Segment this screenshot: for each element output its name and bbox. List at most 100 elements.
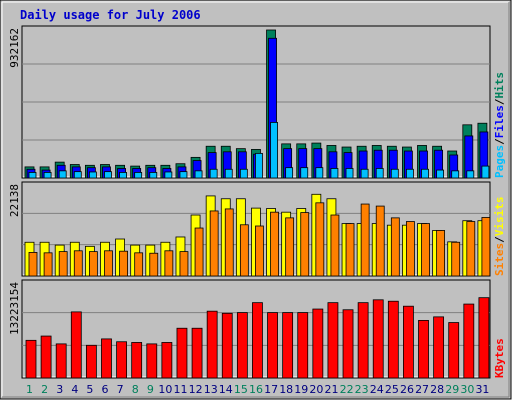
bar-pages-day-4 xyxy=(73,171,82,179)
bar-sites-day-14 xyxy=(224,208,234,277)
bar-pages-day-10 xyxy=(164,171,173,179)
chart-bars xyxy=(24,29,491,379)
bar-sites-day-4 xyxy=(73,250,83,277)
bar-kbytes-day-28 xyxy=(433,316,445,379)
bar-pages-day-7 xyxy=(119,172,127,179)
day-label-30: 30 xyxy=(460,383,474,396)
bar-kbytes-day-1 xyxy=(25,339,37,379)
day-label-22: 22 xyxy=(340,383,354,396)
bar-kbytes-day-19 xyxy=(297,312,309,379)
day-label-3: 3 xyxy=(56,383,63,396)
day-label-26: 26 xyxy=(400,383,414,396)
bar-pages-day-18 xyxy=(285,167,294,179)
day-label-15: 15 xyxy=(234,383,248,396)
bar-sites-day-5 xyxy=(88,251,98,277)
bar-pages-day-25 xyxy=(390,168,399,179)
day-label-23: 23 xyxy=(355,383,369,396)
bar-kbytes-day-11 xyxy=(176,327,188,379)
bar-sites-day-15 xyxy=(239,224,249,277)
day-label-24: 24 xyxy=(370,383,384,396)
bar-sites-day-8 xyxy=(134,252,144,277)
bar-pages-day-19 xyxy=(300,167,309,179)
bar-pages-day-31 xyxy=(481,165,490,179)
day-label-1: 1 xyxy=(26,383,33,396)
bar-sites-day-2 xyxy=(43,252,53,277)
day-label-17: 17 xyxy=(264,383,278,396)
bar-sites-day-9 xyxy=(149,252,159,277)
bar-pages-day-26 xyxy=(406,168,414,179)
bar-sites-day-18 xyxy=(285,217,295,277)
legend-kbytes-part-0: KBytes xyxy=(493,338,506,378)
day-label-29: 29 xyxy=(445,383,459,396)
bar-kbytes-day-5 xyxy=(85,344,97,379)
bar-pages-day-21 xyxy=(330,168,339,179)
day-label-5: 5 xyxy=(86,383,93,396)
legend-visits-sites-part-1: / xyxy=(493,236,506,243)
legend-visits-sites: Sites/Visits xyxy=(493,197,506,277)
bar-pages-day-5 xyxy=(88,171,97,179)
bar-kbytes-day-31 xyxy=(478,297,490,379)
day-label-13: 13 xyxy=(204,383,218,396)
bar-sites-day-7 xyxy=(119,250,128,277)
legend-hits-files-pages-part-0: Pages xyxy=(493,145,506,178)
day-label-20: 20 xyxy=(309,383,323,396)
bar-sites-day-16 xyxy=(255,225,264,277)
day-label-10: 10 xyxy=(158,383,172,396)
day-label-28: 28 xyxy=(430,383,444,396)
legend-visits-sites-part-0: Sites xyxy=(493,243,506,276)
bar-pages-day-1 xyxy=(28,172,37,179)
day-label-11: 11 xyxy=(174,383,188,396)
axis-max-visits-sites: 22138 xyxy=(8,184,21,217)
day-label-7: 7 xyxy=(117,383,124,396)
bar-pages-day-11 xyxy=(179,171,188,179)
bar-pages-day-16 xyxy=(255,152,263,179)
bar-sites-day-26 xyxy=(406,221,415,277)
legend-hits-files-pages-part-1: / xyxy=(493,138,506,145)
bar-kbytes-day-9 xyxy=(146,343,158,379)
bar-kbytes-day-8 xyxy=(131,342,143,379)
bar-kbytes-day-27 xyxy=(418,320,429,379)
bar-sites-day-23 xyxy=(360,203,370,277)
bar-kbytes-day-30 xyxy=(463,303,475,379)
bar-pages-day-8 xyxy=(134,172,143,179)
bar-kbytes-day-4 xyxy=(70,311,82,379)
bar-sites-day-11 xyxy=(179,251,189,277)
legend-hits-files-pages-part-2: Files xyxy=(493,105,506,138)
chart-legends: Pages/Files/Hits Sites/Visits KBytes xyxy=(493,72,506,378)
bar-pages-day-20 xyxy=(315,167,324,179)
bar-kbytes-day-12 xyxy=(191,327,203,379)
legend-hits-files-pages-part-3: / xyxy=(493,98,506,105)
bar-pages-day-29 xyxy=(451,170,460,179)
legend-hits-files-pages: Pages/Files/Hits xyxy=(493,72,506,178)
bar-kbytes-day-3 xyxy=(55,343,67,379)
bar-sites-day-27 xyxy=(421,223,430,277)
bar-pages-day-30 xyxy=(466,170,475,179)
bar-pages-day-28 xyxy=(436,169,445,179)
bar-pages-day-3 xyxy=(58,170,67,179)
axis-max-kbytes: 13223154 xyxy=(8,282,21,335)
bar-kbytes-day-16 xyxy=(252,302,263,379)
axis-max-hits-files-pages: 932162 xyxy=(8,28,21,68)
day-label-14: 14 xyxy=(219,383,233,396)
bar-kbytes-day-26 xyxy=(403,305,414,379)
day-label-19: 19 xyxy=(294,383,308,396)
bar-kbytes-day-7 xyxy=(116,341,127,379)
day-label-8: 8 xyxy=(132,383,139,396)
day-labels: 1 2 3 4 5 6 7 8 9 10 11 12 13 14 15 16 17 18 19 20 21 22 23 24 2… xyxy=(26,383,489,396)
bar-kbytes-day-10 xyxy=(161,342,173,379)
bar-sites-day-6 xyxy=(104,250,113,277)
bar-sites-day-25 xyxy=(390,217,400,277)
bar-pages-day-17 xyxy=(270,122,278,179)
day-label-9: 9 xyxy=(147,383,154,396)
bar-sites-day-28 xyxy=(436,230,446,277)
bar-kbytes-day-23 xyxy=(357,302,369,379)
bar-sites-day-12 xyxy=(194,227,204,277)
bar-kbytes-day-21 xyxy=(327,302,339,379)
bar-pages-day-9 xyxy=(149,172,158,179)
bar-sites-day-29 xyxy=(451,241,461,277)
bar-pages-day-12 xyxy=(194,170,203,179)
day-label-6: 6 xyxy=(102,383,109,396)
bar-kbytes-day-2 xyxy=(40,335,52,379)
bar-sites-day-17 xyxy=(270,211,279,277)
bar-pages-day-13 xyxy=(209,168,218,179)
